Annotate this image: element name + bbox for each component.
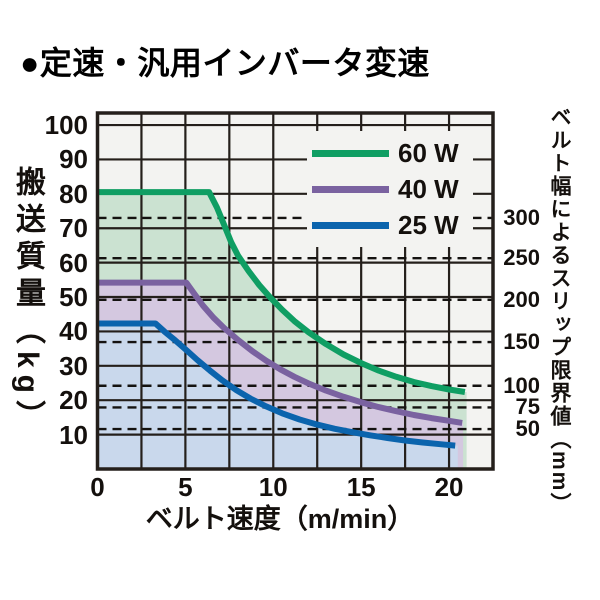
right-axis-tick-label: 50 [515,416,540,442]
right-axis-tick-label: 75 [515,394,540,420]
x-axis-tick-label: 0 [90,472,105,502]
plot-border [95,111,495,471]
curve-40w [97,279,463,426]
area-25w [97,323,458,469]
y-axis-tick-label: 20 [59,385,88,416]
right-axis-title: ベルト幅によるスリップ限界値（mm） [548,106,571,516]
x-axis-tick-label: 10 [258,472,288,502]
legend-item-40w: 40 W [307,171,473,207]
legend-swatch-25w [312,221,389,229]
right-axis-tick-label: 200 [503,286,540,312]
y-axis-tick-label: 50 [59,282,88,313]
y-axis-tick-label: 10 [59,419,88,450]
y-axis-tick-label: 30 [59,350,88,381]
y-axis-tick-label: 40 [59,316,88,347]
x-axis-tick-label: 15 [346,472,376,502]
legend-item-60w: 60 W [307,135,473,171]
right-axis-tick-label: 300 [503,204,540,230]
curve-60w [97,189,466,395]
right-axis-tick-label: 250 [503,245,540,271]
legend-item-25w: 25 W [307,207,473,243]
legend-swatch-60w [312,149,389,157]
legend-label-40w: 40 W [398,174,459,204]
x-axis-tick-label: 20 [434,472,464,502]
page-title: ●定速・汎用インバータ変速 [20,45,430,81]
y-axis-tick-label: 60 [59,247,88,278]
right-axis-tick-label: 150 [503,329,540,355]
x-axis-title: ベルト速度（m/min） [145,504,415,534]
y-axis-tick-label: 70 [59,213,88,244]
y-axis-title: 搬送質量（kg） [11,166,44,438]
curve-25w [97,320,456,449]
legend-label-60w: 60 W [398,138,459,168]
y-axis-tick-label: 90 [59,144,88,175]
legend: 60 W 40 W 25 W [307,131,473,247]
y-axis-tick-label: 80 [59,178,88,209]
right-axis-tick-label: 100 [503,372,540,398]
y-axis-tick-label: 100 [44,110,88,141]
legend-swatch-40w [312,185,389,193]
legend-label-25w: 25 W [398,210,459,240]
x-axis-tick-label: 5 [178,472,193,502]
